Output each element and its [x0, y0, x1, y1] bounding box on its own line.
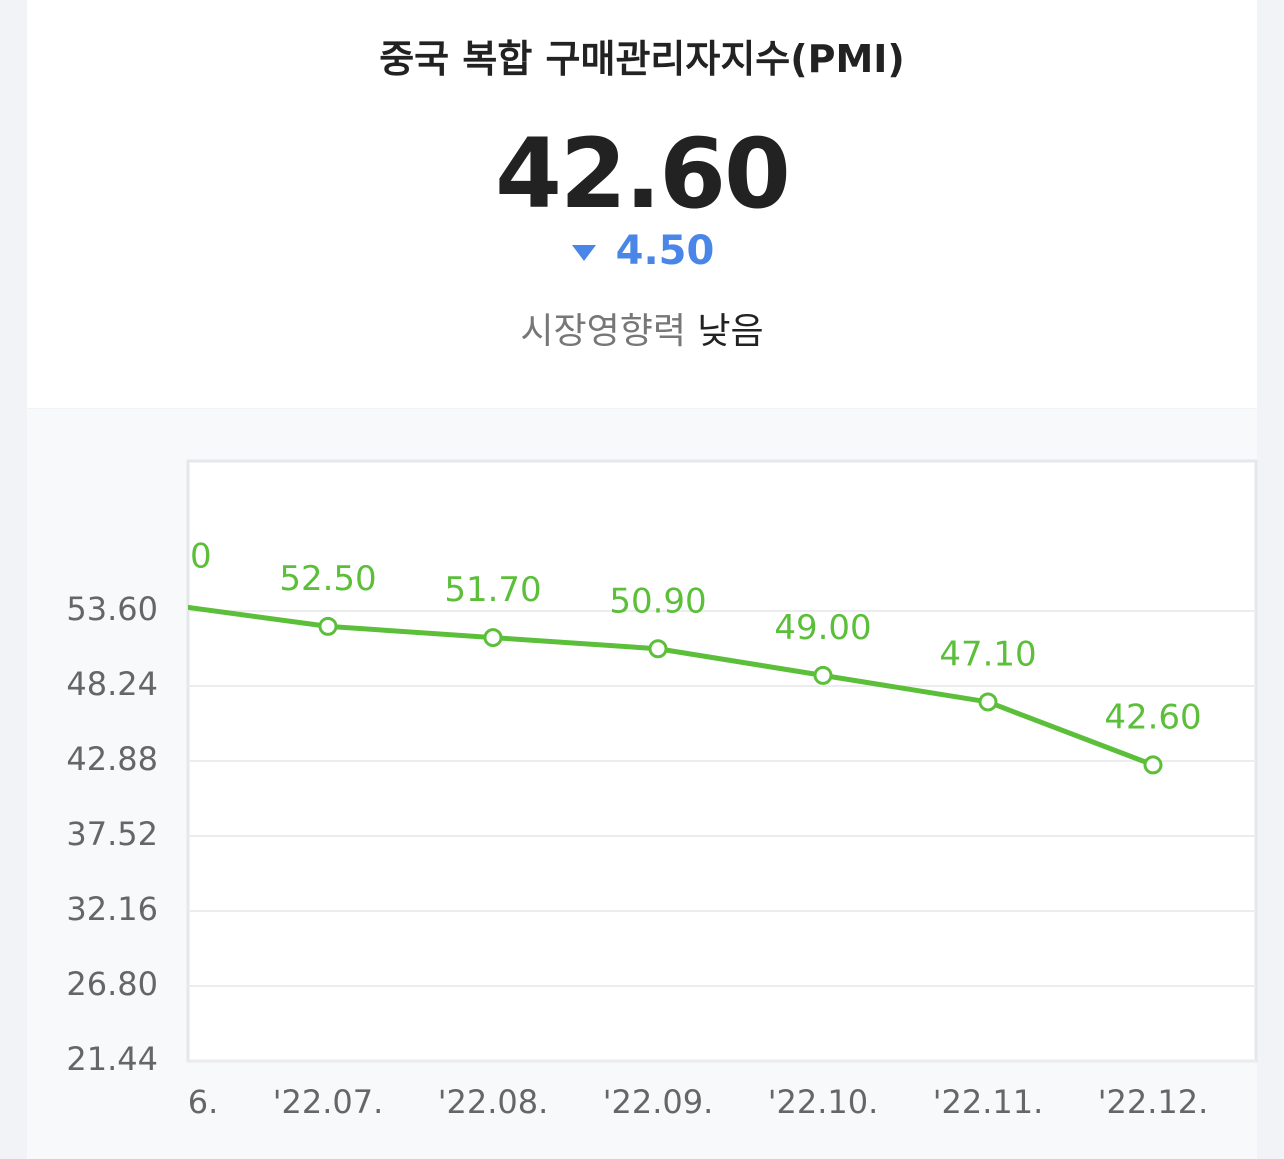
point — [813, 665, 833, 685]
x-tick-label: '22.09. — [603, 1083, 714, 1121]
current-value: 42.60 — [495, 118, 791, 230]
x-tick-label: '22.07. — [273, 1083, 384, 1121]
y-tick-label: 48.24 — [66, 665, 158, 703]
value-label: 51.70 — [444, 570, 541, 610]
value-label: 50.90 — [609, 581, 706, 621]
y-tick-label: 26.80 — [66, 965, 158, 1003]
impact-label: 시장영향력 — [520, 311, 686, 352]
y-tick-label: 37.52 — [66, 815, 158, 853]
grid — [188, 610, 1256, 1062]
point — [318, 616, 338, 636]
x-tick-label: '22.10. — [768, 1083, 879, 1121]
header-card: 중국 복합 구매관리자지수(PMI) 42.60 4.50 시장영향력 낮음 — [27, 0, 1257, 408]
change: 4.50 — [27, 228, 1257, 274]
x-tick-label: '22.12. — [1098, 1083, 1209, 1121]
x-tick-label: '22.06. — [108, 1083, 219, 1121]
value-label: 52.50 — [279, 559, 376, 599]
point — [1143, 755, 1163, 775]
y-tick-label: 32.16 — [66, 890, 158, 928]
point — [648, 639, 668, 659]
y-tick-label: 42.88 — [66, 740, 158, 778]
value-label: 54.10 — [114, 537, 211, 577]
point — [978, 692, 998, 712]
x-tick-label: '22.11. — [933, 1083, 1044, 1121]
y-tick-label: 21.44 — [66, 1040, 158, 1078]
plot: '22.06. '22.07. '22.08. '22.09. '22.10. '22.1… — [108, 537, 1209, 1121]
impact-value: 낮음 — [697, 311, 764, 352]
title: 중국 복합 구매관리자지수(PMI) — [379, 37, 905, 81]
down-arrow — [571, 245, 596, 261]
y-axis: 21.44 26.80 32.16 37.52 42.88 48.24 53.60 — [66, 590, 158, 1078]
value-label: 47.10 — [939, 634, 1036, 674]
impact: 시장영향력 낮음 — [27, 302, 1257, 354]
value-label: 49.00 — [774, 608, 871, 648]
x-tick-label: '22.08. — [438, 1083, 549, 1121]
change-value: 4.50 — [615, 228, 715, 274]
value-label: 42.60 — [1104, 697, 1201, 737]
point — [483, 628, 503, 648]
y-tick-label: 53.60 — [66, 590, 158, 628]
